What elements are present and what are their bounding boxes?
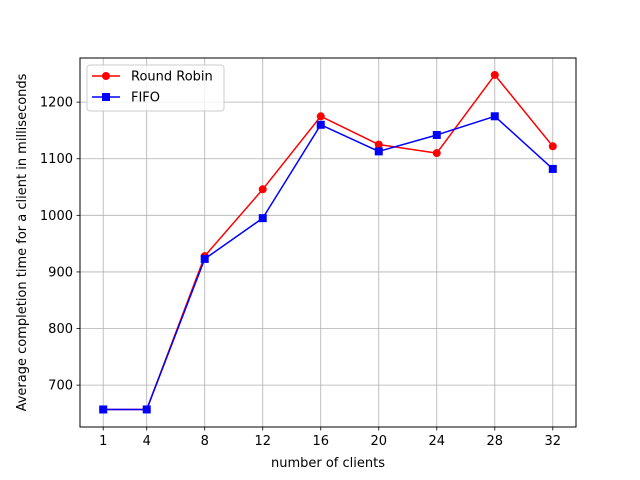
y-tick-label: 1000 [40,209,73,224]
data-point-fifo [490,112,499,121]
data-point-fifo [142,405,151,414]
x-tick-label: 28 [487,434,504,449]
data-point-round-robin [374,140,383,149]
legend-label-fifo: FIFO [131,91,160,106]
x-axis-label: number of clients [271,456,385,471]
y-tick-label: 1100 [40,152,73,167]
data-point-fifo [548,164,557,173]
plot-frame [79,57,577,428]
y-tick-label: 800 [48,322,73,337]
x-tick-label: 16 [312,434,329,449]
x-tick-label: 8 [201,434,209,449]
legend: Round Robin FIFO [86,64,225,112]
data-point-fifo [258,214,267,223]
data-point-fifo [99,405,108,414]
series-group [99,70,557,414]
data-point-round-robin [548,142,557,151]
data-point-round-robin [258,185,267,194]
x-tick-label: 24 [428,434,445,449]
x-tick-label: 20 [370,434,387,449]
data-point-round-robin [432,149,441,158]
legend-box [86,64,225,112]
data-point-fifo [374,147,383,156]
y-tick-label: 700 [48,379,73,394]
y-axis-label: Average completion time for a client in … [15,73,30,411]
data-point-round-robin [490,70,499,79]
data-point-fifo [200,254,209,263]
x-tick-label: 4 [143,434,151,449]
ticks: 1 4 8 12 16 20 24 28 32 700 800 900 1000 1100 1200 [40,96,561,449]
x-tick-label: 12 [254,434,271,449]
data-point-fifo [432,130,441,139]
y-tick-label: 900 [48,265,73,280]
legend-marker-round-robin [102,72,110,80]
legend-label-round-robin: Round Robin [131,70,213,85]
data-point-fifo [316,120,325,129]
x-tick-label: 1 [99,434,107,449]
data-point-round-robin [316,112,325,121]
legend-marker-fifo [102,93,110,101]
series-fifo [99,112,557,414]
x-tick-label: 32 [545,434,562,449]
y-tick-label: 1200 [40,96,73,111]
